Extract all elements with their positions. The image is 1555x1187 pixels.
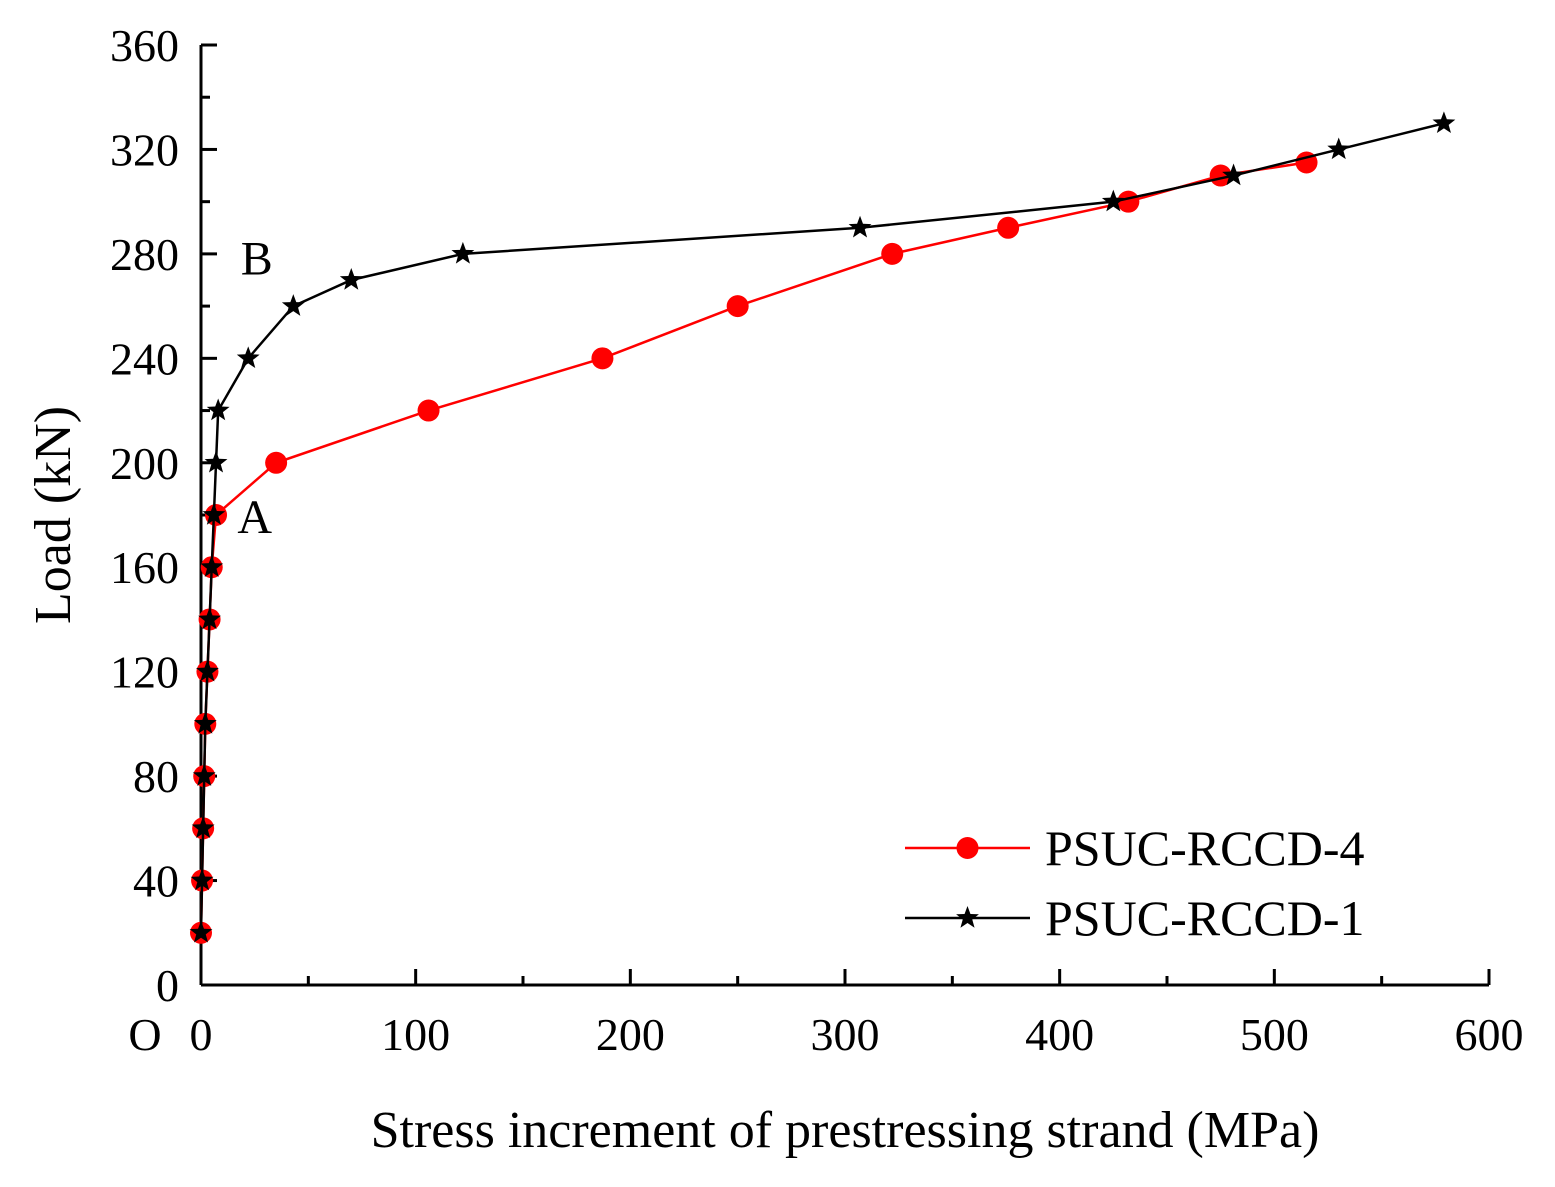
data-point-star bbox=[196, 659, 219, 682]
y-tick-label: 200 bbox=[110, 438, 179, 489]
data-point-star bbox=[198, 607, 221, 630]
annotation-A: A bbox=[237, 491, 272, 544]
data-point-star bbox=[191, 816, 215, 839]
legend-marker bbox=[956, 906, 979, 928]
x-tick-label: 300 bbox=[811, 1009, 880, 1060]
y-tick-label: 80 bbox=[133, 751, 179, 802]
data-point-star bbox=[1327, 137, 1351, 160]
y-tick-label: 0 bbox=[156, 960, 179, 1011]
y-tick-label: 160 bbox=[110, 542, 179, 593]
data-point-star bbox=[451, 241, 475, 264]
data-point-star bbox=[339, 268, 363, 290]
x-tick-label: 600 bbox=[1455, 1009, 1524, 1060]
data-point-star bbox=[189, 920, 213, 943]
data-point-star bbox=[236, 346, 260, 369]
series-line bbox=[199, 161, 1307, 933]
y-tick-label: 280 bbox=[110, 229, 179, 280]
data-point-circle bbox=[265, 451, 288, 474]
y-tick-label: 320 bbox=[110, 124, 179, 175]
data-point-circle bbox=[417, 399, 440, 422]
y-tick-label: 40 bbox=[133, 856, 179, 907]
y-tick-label: 120 bbox=[110, 647, 179, 698]
axes: 0 40 80 120 160 200 240 280 320 360 0 100 200 300 400 5… bbox=[110, 20, 1524, 1060]
x-tick-label: 500 bbox=[1240, 1009, 1309, 1060]
data-point-star bbox=[1101, 189, 1125, 212]
y-tick-label: 360 bbox=[110, 20, 179, 71]
data-point-circle bbox=[1117, 190, 1140, 213]
data-point-star bbox=[192, 764, 216, 786]
data-point-circle bbox=[881, 242, 904, 265]
data-point-star bbox=[1222, 163, 1245, 186]
legend-marker bbox=[956, 837, 979, 859]
origin-label: O bbox=[128, 1009, 161, 1060]
legend: PSUC-RCCD-4 PSUC-RCCD-1 bbox=[905, 820, 1365, 946]
x-axis-label: Stress increment of prestressing strand … bbox=[371, 1102, 1320, 1159]
data-point-star bbox=[202, 503, 226, 525]
x-tick-label: 400 bbox=[1025, 1009, 1094, 1060]
data-point-star bbox=[848, 215, 872, 238]
legend-label: PSUC-RCCD-4 bbox=[1045, 820, 1365, 876]
data-point-star bbox=[190, 868, 214, 891]
y-tick-label: 240 bbox=[110, 333, 179, 384]
legend-label: PSUC-RCCD-1 bbox=[1045, 890, 1365, 946]
series-PSUC-RCCD-1 bbox=[189, 111, 1456, 943]
data-point-star bbox=[1432, 111, 1456, 134]
data-point-circle bbox=[591, 347, 614, 370]
data-point-circle bbox=[726, 295, 749, 318]
data-point-star bbox=[204, 450, 228, 473]
annotation-layer: AB bbox=[237, 233, 272, 545]
data-point-star bbox=[193, 711, 217, 734]
data-point-star bbox=[206, 398, 230, 421]
y-axis-label: Load (kN) bbox=[25, 406, 82, 624]
x-tick-label: 0 bbox=[190, 1009, 213, 1060]
x-tick-label: 200 bbox=[596, 1009, 665, 1060]
data-point-circle bbox=[997, 216, 1020, 239]
x-tick-label: 100 bbox=[381, 1009, 450, 1060]
series-layer bbox=[189, 111, 1456, 944]
data-point-circle bbox=[1209, 164, 1232, 187]
data-point-star bbox=[281, 294, 305, 316]
series-line bbox=[199, 122, 1445, 933]
annotation-B: B bbox=[241, 233, 273, 286]
data-point-star bbox=[200, 555, 224, 577]
